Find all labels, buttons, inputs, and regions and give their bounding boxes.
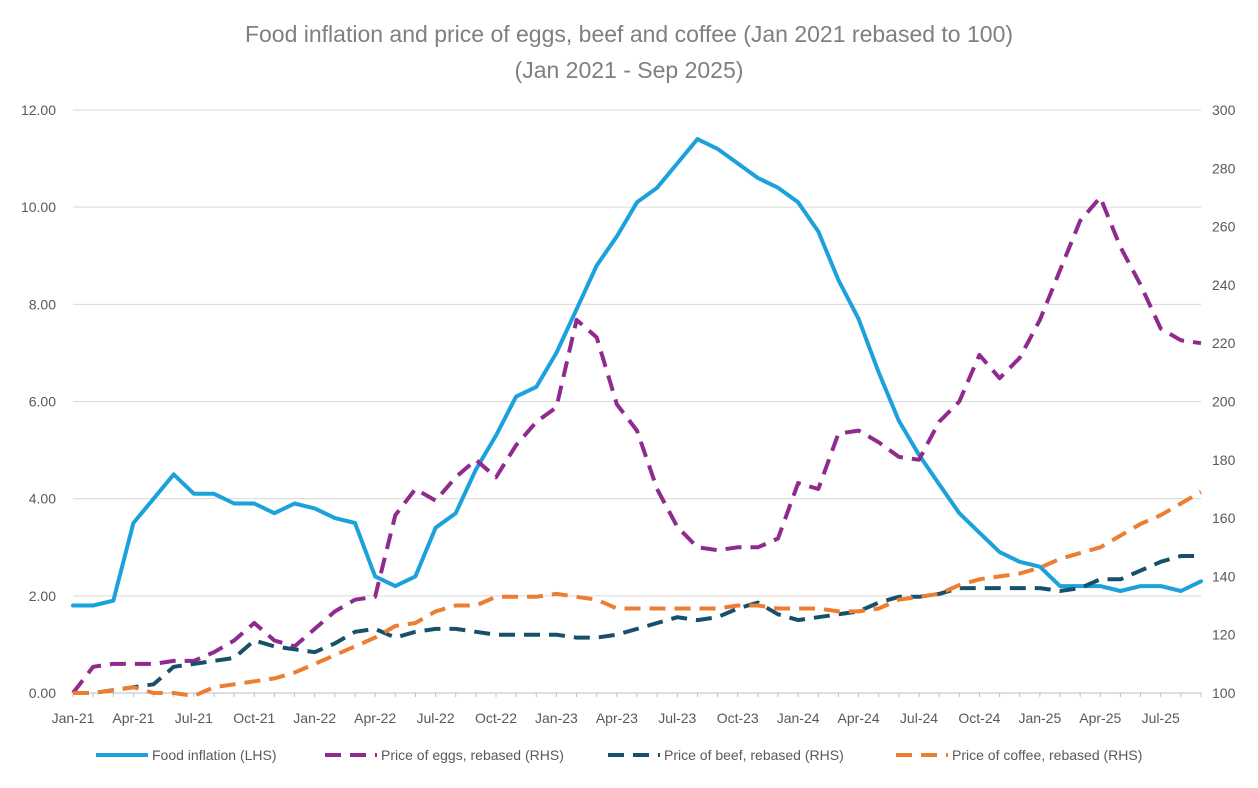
x-tick-label: Apr-24: [838, 710, 880, 726]
y-left-tick-label: 10.00: [21, 199, 56, 215]
x-tick-label: Apr-23: [596, 710, 638, 726]
legend-item[interactable]: Price of coffee, rebased (RHS): [896, 747, 1142, 763]
series-line-3: [73, 554, 1201, 695]
x-tick-label: Jul-23: [658, 710, 696, 726]
x-tick-label: Jan-25: [1018, 710, 1061, 726]
y-right-tick-label: 260: [1212, 219, 1236, 235]
y-left-tick-label: 6.00: [29, 394, 56, 410]
x-tick-label: Oct-21: [233, 710, 275, 726]
right-y-axis-ticks: 100 120 140 160 180 200 220 240 260 280 300: [1212, 102, 1236, 701]
legend-item[interactable]: Price of eggs, rebased (RHS): [325, 747, 564, 763]
x-tick-label: Jan-24: [777, 710, 820, 726]
x-tick-label: Jan-21: [52, 710, 95, 726]
y-right-tick-label: 120: [1212, 627, 1236, 643]
left-y-axis-ticks: 0.00 2.00 4.00 6.00 8.00 10.00 12.00: [21, 102, 56, 701]
y-right-tick-label: 280: [1212, 160, 1236, 176]
gridlines: [73, 109, 1201, 597]
x-tick-label: Oct-22: [475, 710, 517, 726]
y-right-tick-label: 140: [1212, 568, 1236, 584]
y-right-tick-label: 220: [1212, 335, 1236, 351]
legend-label: Price of eggs, rebased (RHS): [381, 747, 564, 763]
y-left-tick-label: 8.00: [29, 296, 56, 312]
y-right-tick-label: 200: [1212, 394, 1236, 410]
legend-item[interactable]: Price of beef, rebased (RHS): [608, 747, 844, 763]
chart-title: Food inflation and price of eggs, beef a…: [245, 21, 1013, 47]
x-tick-label: Apr-22: [354, 710, 396, 726]
axes: [72, 692, 1202, 697]
x-tick-label: Oct-24: [958, 710, 1000, 726]
x-tick-label: Apr-25: [1079, 710, 1121, 726]
x-tick-label: Jan-22: [293, 710, 336, 726]
y-right-tick-label: 240: [1212, 277, 1236, 293]
series-line-1: [71, 137, 1203, 608]
x-tick-label: Jul-25: [1142, 710, 1180, 726]
x-tick-label: Jan-23: [535, 710, 578, 726]
y-right-tick-label: 100: [1212, 685, 1236, 701]
y-right-tick-label: 160: [1212, 510, 1236, 526]
y-left-tick-label: 12.00: [21, 102, 56, 118]
x-tick-label: Jul-21: [175, 710, 213, 726]
series-line-4: [73, 490, 1202, 698]
x-tick-label: Jul-22: [417, 710, 455, 726]
legend[interactable]: Food inflation (LHS) Price of eggs, rebas…: [96, 747, 1142, 763]
y-left-tick-label: 2.00: [29, 588, 56, 604]
y-left-tick-label: 4.00: [29, 491, 56, 507]
x-tick-label: Oct-23: [717, 710, 759, 726]
y-right-tick-label: 300: [1212, 102, 1236, 118]
legend-label: Food inflation (LHS): [152, 747, 277, 763]
series-lines: [71, 137, 1203, 698]
x-tick-label: Jul-24: [900, 710, 938, 726]
x-axis-ticks: Jan-21 Apr-21 Jul-21 Oct-21 Jan-22 Apr-22 Jul-…: [52, 710, 1180, 726]
series-line-2: [71, 195, 1202, 695]
y-left-tick-label: 0.00: [29, 685, 56, 701]
legend-label: Price of coffee, rebased (RHS): [952, 747, 1142, 763]
legend-item[interactable]: Food inflation (LHS): [96, 747, 277, 763]
y-right-tick-label: 180: [1212, 452, 1236, 468]
x-tick-label: Apr-21: [112, 710, 154, 726]
legend-label: Price of beef, rebased (RHS): [664, 747, 844, 763]
chart-subtitle: (Jan 2021 - Sep 2025): [515, 57, 744, 83]
